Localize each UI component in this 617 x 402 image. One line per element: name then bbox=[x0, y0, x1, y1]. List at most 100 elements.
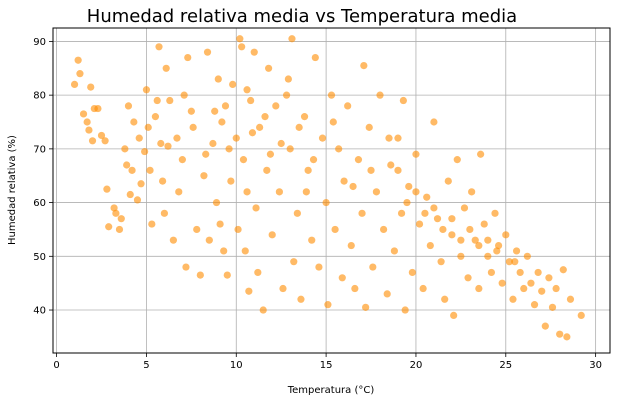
data-point bbox=[290, 258, 298, 266]
data-point bbox=[534, 268, 542, 277]
data-point bbox=[563, 333, 571, 341]
data-point bbox=[351, 284, 359, 293]
data-point bbox=[229, 80, 237, 89]
data-point bbox=[338, 274, 346, 282]
data-point bbox=[162, 64, 170, 72]
data-point bbox=[74, 56, 82, 64]
data-point bbox=[475, 284, 483, 293]
data-point bbox=[137, 180, 145, 188]
data-point bbox=[216, 220, 224, 228]
data-point bbox=[133, 196, 142, 204]
data-point bbox=[117, 215, 125, 223]
data-point bbox=[209, 139, 217, 148]
data-point bbox=[376, 91, 384, 99]
data-point bbox=[148, 220, 156, 228]
data-point bbox=[509, 295, 517, 303]
data-point bbox=[450, 311, 458, 319]
data-point bbox=[101, 137, 109, 145]
data-point bbox=[401, 306, 409, 314]
data-point bbox=[300, 113, 309, 121]
data-point bbox=[362, 303, 370, 311]
data-point bbox=[160, 209, 168, 217]
data-point bbox=[266, 150, 275, 158]
data-point bbox=[261, 113, 269, 121]
data-point bbox=[480, 220, 488, 228]
y-tick-label: 40 bbox=[33, 306, 46, 317]
data-point bbox=[426, 241, 434, 250]
data-point bbox=[502, 231, 510, 239]
data-point bbox=[265, 64, 273, 72]
data-point bbox=[530, 301, 539, 309]
data-point bbox=[394, 134, 402, 142]
data-point bbox=[277, 139, 285, 148]
x-tick-label: 5 bbox=[143, 360, 149, 371]
chart-title: Humedad relativa media vs Temperatura me… bbox=[87, 6, 517, 27]
x-tick-label: 30 bbox=[589, 360, 602, 371]
data-point bbox=[223, 271, 231, 279]
data-point bbox=[347, 241, 355, 250]
data-point bbox=[484, 252, 492, 260]
data-point bbox=[433, 215, 442, 223]
data-point bbox=[541, 322, 549, 330]
data-point bbox=[516, 268, 524, 277]
data-point bbox=[70, 80, 79, 89]
data-point bbox=[76, 70, 84, 78]
data-point bbox=[282, 91, 291, 99]
data-point bbox=[354, 156, 363, 164]
data-point bbox=[293, 209, 301, 217]
data-point bbox=[175, 188, 183, 196]
data-point bbox=[238, 43, 246, 51]
data-point bbox=[227, 177, 235, 185]
data-point bbox=[559, 266, 567, 274]
data-point bbox=[349, 182, 357, 191]
data-point bbox=[83, 118, 91, 126]
data-point bbox=[203, 48, 212, 56]
data-point bbox=[254, 268, 262, 277]
data-point bbox=[159, 177, 167, 185]
data-point bbox=[545, 274, 553, 282]
data-point bbox=[169, 236, 177, 244]
data-point bbox=[236, 35, 244, 43]
data-point bbox=[234, 225, 242, 234]
data-point bbox=[128, 166, 136, 174]
data-point bbox=[155, 43, 163, 51]
data-point bbox=[272, 102, 280, 110]
data-point bbox=[331, 225, 339, 234]
data-point bbox=[387, 161, 395, 169]
data-point bbox=[94, 104, 102, 113]
data-point bbox=[577, 311, 585, 319]
data-point bbox=[399, 96, 407, 105]
data-point bbox=[453, 156, 461, 164]
x-axis-ticks: 0 5 10 15 20 25 30 bbox=[53, 353, 602, 371]
data-points bbox=[70, 35, 585, 341]
data-point bbox=[390, 247, 398, 255]
data-point bbox=[142, 86, 151, 94]
data-point bbox=[538, 287, 546, 295]
data-point bbox=[205, 236, 213, 244]
data-point bbox=[505, 258, 513, 266]
data-point bbox=[464, 274, 472, 282]
data-point bbox=[412, 188, 420, 196]
data-point bbox=[437, 258, 445, 266]
data-point bbox=[141, 147, 149, 156]
data-point bbox=[166, 96, 174, 105]
data-point bbox=[214, 75, 222, 83]
data-point bbox=[457, 236, 465, 244]
data-point bbox=[256, 123, 264, 131]
y-tick-label: 60 bbox=[33, 198, 46, 209]
data-point bbox=[493, 247, 501, 255]
data-point bbox=[430, 118, 438, 126]
data-point bbox=[126, 190, 134, 199]
data-point bbox=[369, 263, 377, 271]
data-point bbox=[380, 225, 388, 234]
data-point bbox=[103, 185, 111, 193]
data-point bbox=[471, 236, 479, 244]
y-tick-label: 90 bbox=[33, 37, 46, 48]
data-point bbox=[180, 91, 188, 99]
data-point bbox=[268, 231, 276, 239]
data-point bbox=[135, 134, 143, 142]
data-point bbox=[556, 330, 564, 338]
data-point bbox=[527, 279, 535, 287]
y-tick-label: 50 bbox=[33, 252, 46, 263]
data-point bbox=[259, 306, 267, 314]
